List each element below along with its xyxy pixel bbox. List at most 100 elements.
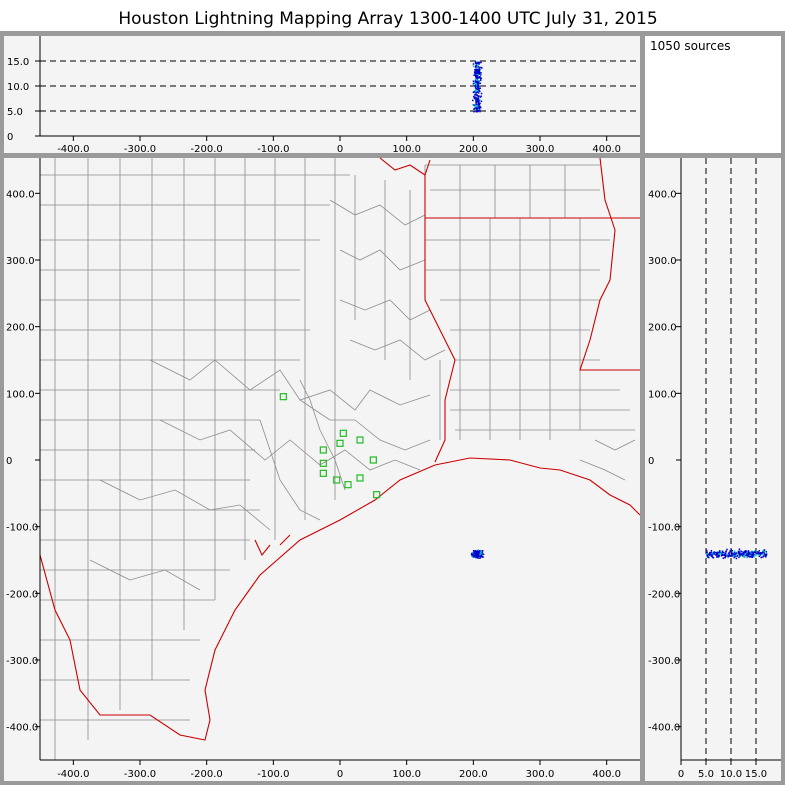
altitude-source-point	[474, 94, 476, 96]
ns-source-point	[754, 551, 756, 553]
altitude-source-point	[478, 89, 480, 91]
ns-source-point	[722, 557, 725, 559]
ns-source-point	[740, 553, 743, 556]
ns-source-point	[725, 551, 727, 553]
ns-source-point	[718, 553, 721, 556]
plan-view-map-panel: -400.0 -300.0 -200.0 -100.0 0 100.0 200.0 300.0…	[4, 157, 641, 781]
ns-source-point	[728, 554, 730, 557]
ns-source-point	[765, 553, 768, 556]
altitude-source-point	[477, 72, 479, 74]
ns-source-point	[726, 554, 728, 556]
altitude-source-point	[476, 107, 479, 109]
ns-source-point	[763, 551, 765, 553]
ns-y-tick-label: -300.0	[648, 656, 680, 667]
map-source-point	[474, 550, 476, 552]
ns-source-point	[735, 554, 737, 557]
altitude-source-point	[474, 107, 477, 109]
ns-source-point	[763, 553, 766, 555]
ns-source-point	[748, 552, 750, 555]
station-marker	[279, 393, 287, 401]
ns-source-point	[762, 550, 764, 552]
altitude-source-point	[478, 71, 480, 74]
map-source-point	[477, 557, 479, 559]
altitude-source-point	[480, 66, 482, 69]
ns-source-point	[719, 550, 721, 552]
map-sources	[470, 549, 485, 559]
altitude-source-point	[481, 67, 483, 69]
station-marker	[369, 456, 377, 464]
altitude-source-point	[473, 71, 476, 73]
ns-source-point	[733, 556, 735, 559]
ns-source-point	[744, 550, 747, 552]
ns-reference-lines	[705, 158, 757, 760]
ns-source-point	[715, 554, 717, 556]
altitude-source-point	[477, 110, 479, 112]
ns-source-point	[754, 554, 757, 557]
altitude-x-tick-label: -100.0	[257, 144, 289, 155]
altitude-x-tick-label: 200.0	[459, 144, 488, 155]
ns-source-point	[738, 556, 740, 559]
ns-source-point	[713, 553, 715, 555]
altitude-source-point	[474, 70, 477, 73]
ns-source-point	[734, 554, 736, 556]
altitude-source-point	[478, 85, 480, 87]
ns-source-point	[747, 555, 750, 558]
altitude-source-point	[475, 97, 477, 100]
altitude-source-point	[475, 101, 477, 103]
altitude-source-point	[480, 77, 482, 79]
altitude-source-point	[478, 103, 481, 106]
altitude-source-point	[479, 105, 481, 108]
altitude-source-point	[472, 65, 475, 67]
altitude-source-point	[472, 95, 475, 98]
ns-source-point	[708, 553, 710, 556]
ns-source-point	[718, 554, 720, 557]
map-y-ticks: 400.0 300.0 200.0 100.0 0 -100.0 -200.0 -300.0 -…	[6, 189, 40, 734]
altitude-source-point	[472, 83, 475, 85]
ns-source-point	[762, 551, 764, 554]
altitude-source-point	[475, 83, 477, 85]
altitude-source-point	[477, 82, 480, 85]
ns-source-point	[717, 551, 719, 553]
altitude-source-point	[475, 92, 477, 94]
map-y-tick-label: -300.0	[6, 656, 38, 667]
map-y-tick-label: 200.0	[6, 323, 35, 334]
ns-source-point	[719, 552, 722, 555]
altitude-source-point	[472, 63, 475, 65]
ns-source-point	[706, 554, 709, 557]
map-x-tick-label: -200.0	[191, 769, 223, 780]
map-source-point	[481, 550, 484, 552]
ns-source-point	[726, 548, 728, 551]
altitude-source-point	[478, 68, 481, 71]
ns-source-point	[714, 551, 717, 554]
altitude-x-ticks: -400.0 -300.0 -200.0 -100.0 0 100.0 200.0 300.0…	[57, 136, 621, 155]
ns-source-point	[715, 551, 718, 554]
ns-source-point	[765, 551, 768, 553]
altitude-source-point	[478, 62, 480, 64]
altitude-source-point	[474, 79, 477, 81]
altitude-x-tick-label: 300.0	[526, 144, 555, 155]
map-source-point	[482, 553, 485, 556]
info-panel: 1050 sources	[645, 36, 781, 153]
ns-source-point	[716, 552, 719, 554]
ns-source-point	[752, 556, 754, 558]
ns-source-point	[721, 554, 723, 556]
altitude-source-point	[478, 80, 480, 82]
ns-source-point	[727, 552, 730, 555]
altitude-source-point	[480, 61, 482, 64]
ns-source-point	[733, 550, 736, 552]
ns-source-point	[744, 553, 746, 556]
map-source-point	[477, 551, 479, 553]
altitude-source-point	[477, 81, 480, 83]
map-x-tick-label: 200.0	[459, 769, 488, 780]
ns-source-point	[711, 552, 714, 554]
altitude-source-point	[479, 96, 482, 98]
ns-source-point	[713, 551, 716, 553]
ns-y-tick-label: -100.0	[648, 523, 680, 534]
ns-source-point	[747, 552, 749, 554]
map-source-point	[478, 555, 480, 557]
ns-source-point	[717, 554, 719, 557]
altitude-source-point	[476, 82, 478, 84]
altitude-source-point	[476, 109, 479, 112]
ns-source-point	[721, 553, 724, 555]
